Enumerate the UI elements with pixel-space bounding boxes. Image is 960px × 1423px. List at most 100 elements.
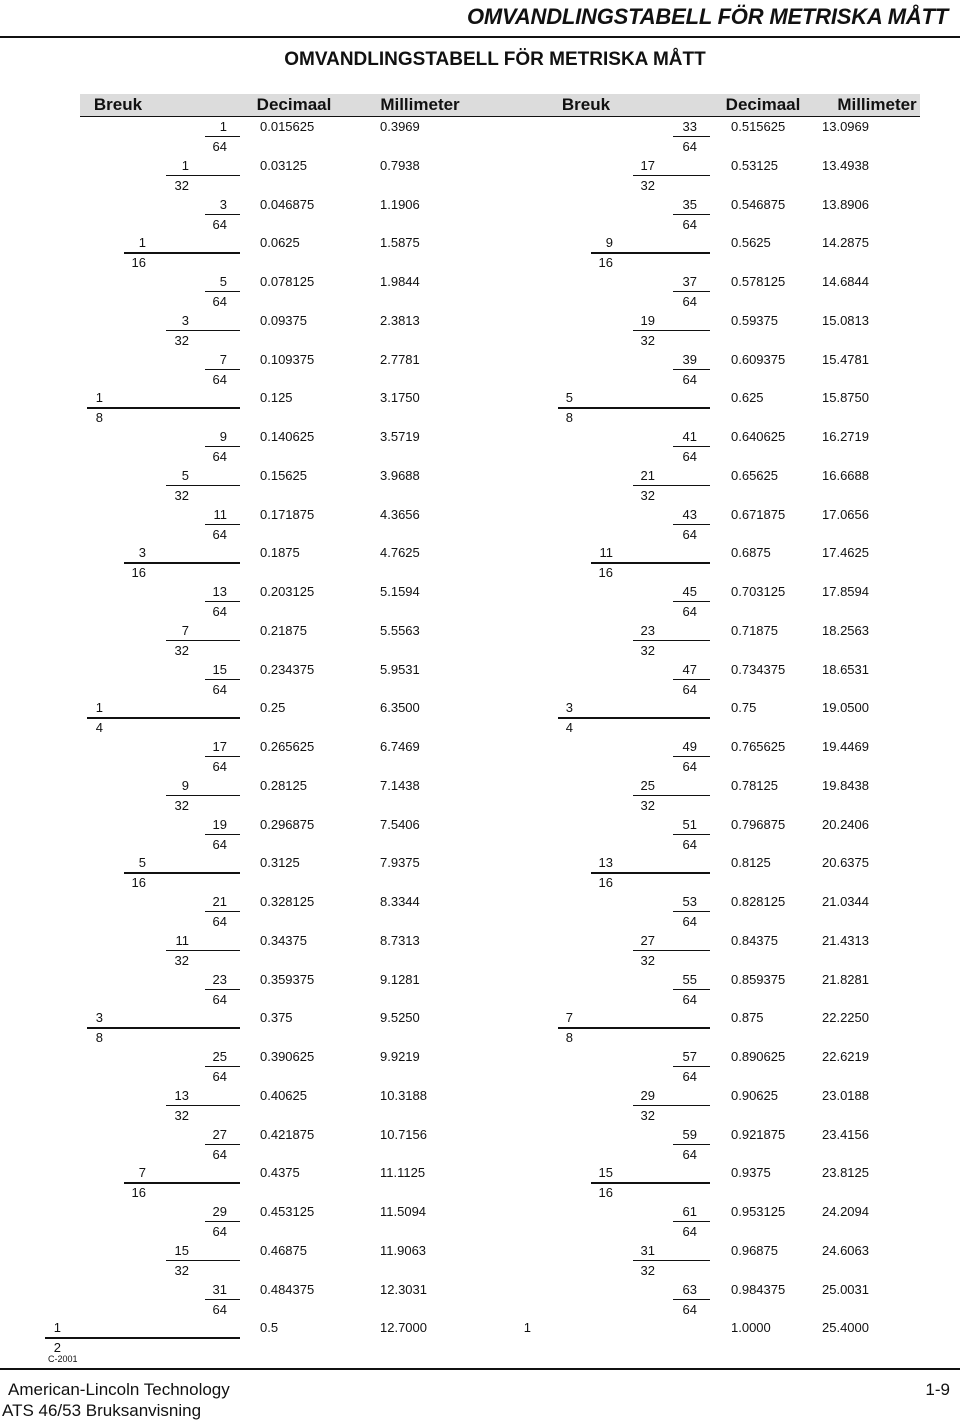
millimeter-value: 21.4313 xyxy=(822,932,869,948)
fraction-numerator: 15 xyxy=(212,661,227,677)
fraction-bar xyxy=(205,911,240,913)
fraction-bar xyxy=(673,911,710,913)
decimal-value: 0.984375 xyxy=(731,1281,786,1297)
decimal-value: 0.5 xyxy=(260,1320,279,1336)
millimeter-value: 5.1594 xyxy=(380,584,420,599)
decimal-value: 0.78125 xyxy=(731,777,778,793)
fraction-denominator: 64 xyxy=(212,681,227,697)
fraction-bar xyxy=(166,794,240,797)
fraction-denominator: 32 xyxy=(174,797,189,813)
footer-manual: ATS 46/53 Bruksanvisning xyxy=(2,1401,202,1420)
fraction-denominator: 64 xyxy=(212,1069,227,1084)
millimeter-value: 17.0656 xyxy=(822,506,869,522)
fraction-numerator: 3 xyxy=(181,312,189,328)
fraction-denominator: 32 xyxy=(174,177,189,193)
decimal-value: 0.484375 xyxy=(260,1281,315,1297)
column-header-right-decimal: Decimaal xyxy=(725,95,801,114)
millimeter-value: 20.2406 xyxy=(822,816,869,832)
fraction-numerator: 3 xyxy=(95,1010,103,1026)
fraction-bar xyxy=(205,833,240,835)
millimeter-value: 11.1125 xyxy=(380,1165,426,1181)
fraction-denominator: 32 xyxy=(640,642,655,658)
fraction-denominator: 64 xyxy=(682,759,697,774)
fraction-bar xyxy=(558,407,710,409)
fraction-numerator: 25 xyxy=(640,777,655,793)
fraction-denominator: 64 xyxy=(212,526,227,542)
millimeter-value: 9.9219 xyxy=(380,1049,420,1064)
millimeter-value: 16.2719 xyxy=(822,429,869,444)
footer-rule xyxy=(0,1368,960,1370)
fraction-denominator: 64 xyxy=(682,914,697,929)
millimeter-value: 10.7156 xyxy=(380,1126,427,1142)
decimal-value: 0.578125 xyxy=(731,274,786,289)
fraction-numerator: 1 xyxy=(53,1320,61,1336)
decimal-value: 0.203125 xyxy=(260,584,315,599)
fraction-denominator: 64 xyxy=(682,294,697,309)
fraction-bar xyxy=(166,174,240,177)
fraction-bar xyxy=(673,213,710,215)
decimal-value: 0.265625 xyxy=(260,739,315,754)
millimeter-value: 6.7469 xyxy=(380,739,420,754)
fraction-numerator: 17 xyxy=(640,157,655,173)
fraction-denominator: 64 xyxy=(682,216,697,232)
fraction-bar xyxy=(673,291,710,293)
header-title: OMVANDLINGSTABELL FÖR METRISKA MÅTT xyxy=(466,4,948,29)
fraction-bar xyxy=(633,329,710,332)
fraction-denominator: 32 xyxy=(174,1107,189,1123)
fraction-numerator: 5 xyxy=(138,855,146,871)
fraction-bar xyxy=(205,1221,240,1223)
fraction-bar xyxy=(124,252,240,254)
fraction-bar xyxy=(87,717,240,719)
fraction-bar xyxy=(205,678,240,680)
fraction-bar xyxy=(205,756,240,758)
fraction-bar xyxy=(591,1182,710,1184)
fraction-bar xyxy=(205,523,240,525)
fraction-numerator: 1 xyxy=(138,235,146,251)
decimal-value: 0.828125 xyxy=(731,894,786,909)
millimeter-value: 13.0969 xyxy=(822,119,869,134)
decimal-value: 0.328125 xyxy=(260,894,315,909)
millimeter-value: 18.2563 xyxy=(822,622,869,638)
decimal-value: 0.71875 xyxy=(731,622,778,638)
fraction-denominator: 32 xyxy=(174,1262,189,1278)
decimal-value: 0.75 xyxy=(731,700,757,716)
fraction-numerator: 11 xyxy=(599,545,614,561)
fraction-denominator: 64 xyxy=(212,449,227,464)
column-header-right-fraction: Breuk xyxy=(561,95,611,114)
fraction-numerator: 17 xyxy=(212,739,227,754)
fraction-numerator: 11 xyxy=(175,932,190,948)
decimal-value: 0.296875 xyxy=(260,816,315,832)
millimeter-value: 1.9844 xyxy=(380,274,420,289)
fraction-denominator: 64 xyxy=(212,914,227,929)
fraction-numerator: 5 xyxy=(181,467,189,483)
fraction-denominator: 64 xyxy=(212,139,227,154)
fraction-numerator: 21 xyxy=(212,894,227,909)
millimeter-value: 14.2875 xyxy=(822,235,869,251)
fraction-denominator: 64 xyxy=(682,681,697,697)
decimal-value: 0.40625 xyxy=(260,1087,307,1103)
fraction-numerator: 25 xyxy=(212,1049,227,1064)
fraction-denominator: 8 xyxy=(565,1030,573,1046)
millimeter-value: 4.3656 xyxy=(380,506,420,522)
decimal-value: 0.453125 xyxy=(260,1204,315,1219)
fraction-denominator: 16 xyxy=(598,1185,613,1201)
fraction-numerator: 61 xyxy=(682,1204,697,1219)
fraction-denominator: 8 xyxy=(95,1030,103,1046)
fraction-bar xyxy=(166,484,240,487)
decimal-value: 0.03125 xyxy=(260,157,307,173)
millimeter-value: 8.3344 xyxy=(380,894,420,909)
millimeter-value: 20.6375 xyxy=(822,855,869,871)
fraction-bar xyxy=(166,1259,240,1262)
fraction-denominator: 64 xyxy=(682,526,697,542)
decimal-value: 0.875 xyxy=(731,1010,764,1026)
fraction-numerator: 57 xyxy=(682,1049,697,1064)
millimeter-value: 7.9375 xyxy=(380,855,420,871)
decimal-value: 0.65625 xyxy=(731,467,778,483)
fraction-numerator: 7 xyxy=(138,1165,146,1181)
fraction-denominator: 64 xyxy=(212,1146,227,1162)
page-title: OMVANDLINGSTABELL FÖR METRISKA MÅTT xyxy=(284,49,706,70)
fraction-numerator: 47 xyxy=(682,661,697,677)
millimeter-value: 22.6219 xyxy=(822,1049,869,1064)
millimeter-value: 25.0031 xyxy=(822,1281,869,1297)
fraction-denominator: 32 xyxy=(640,1107,655,1123)
